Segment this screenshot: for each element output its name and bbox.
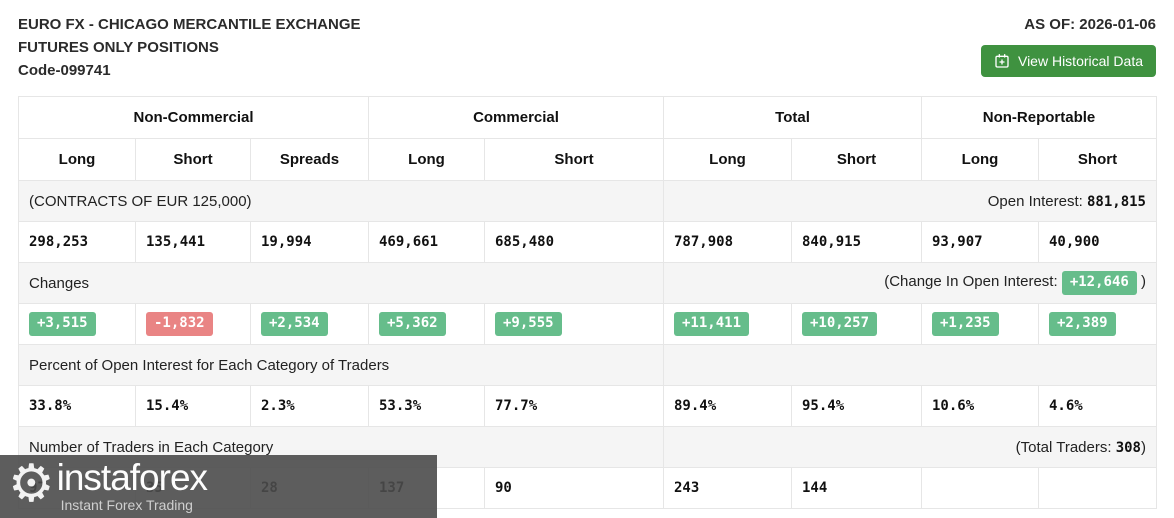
percent-cell: 33.8% [18,385,136,427]
total-traders-value: 308 [1115,439,1141,456]
traders-cell: 90 [484,467,664,509]
change-badge: +9,555 [495,312,562,336]
view-historical-data-label: View Historical Data [1017,53,1143,69]
change-badge: +5,362 [379,312,446,336]
change-oi-suffix: ) [1141,273,1146,291]
col-header: Short [135,138,251,181]
position-cell: 685,480 [484,221,664,263]
group-non-commercial: Non-Commercial [18,96,369,139]
position-cell: 840,915 [791,221,922,263]
as-of-date: AS OF: 2026-01-06 [1024,16,1156,33]
change-cell: +5,362 [368,303,485,345]
col-header: Spreads [250,138,369,181]
percent-header-spacer [663,344,1157,386]
col-header: Short [791,138,922,181]
change-cell: +2,534 [250,303,369,345]
change-cell: +2,389 [1038,303,1157,345]
report-subtitle: FUTURES ONLY POSITIONS [18,39,219,56]
traders-cell [1038,467,1157,509]
changes-label: Changes [18,262,664,304]
page-header: EURO FX - CHICAGO MERCANTILE EXCHANGE FU… [0,0,1174,82]
asof-block: AS OF: 2026-01-06 View Historical Data [980,13,1156,82]
percent-cell: 77.7% [484,385,664,427]
group-commercial: Commercial [368,96,664,139]
instaforex-gear-icon: ⚙ [8,453,55,514]
change-cell: +3,515 [18,303,136,345]
change-badge: +2,534 [261,312,328,336]
change-badge: +3,515 [29,312,96,336]
change-badge: +10,257 [802,312,878,336]
report-title-block: EURO FX - CHICAGO MERCANTILE EXCHANGE FU… [18,13,361,82]
instaforex-watermark: ⚙ instaforex Instant Forex Trading [0,455,437,518]
cot-table: Non-Commercial Commercial Total Non-Repo… [18,96,1157,509]
change-badge: +1,235 [932,312,999,336]
open-interest-label: Open Interest: [987,192,1083,210]
position-cell: 298,253 [18,221,136,263]
group-non-reportable: Non-Reportable [921,96,1157,139]
traders-header-row: Number of Traders in Each Category (Tota… [18,426,1157,468]
changes-header-row: Changes (Change In Open Interest: +12,64… [18,262,1157,304]
percent-cell: 10.6% [921,385,1039,427]
instaforex-brand-name: instaforex [56,456,208,498]
change-oi-label: (Change In Open Interest: [884,273,1058,291]
view-historical-data-button[interactable]: View Historical Data [980,45,1156,77]
total-traders-label: (Total Traders: [1015,438,1112,456]
column-header-row: Long Short Spreads Long Short Long Short… [18,138,1157,181]
col-header: Short [484,138,664,181]
col-header: Short [1038,138,1157,181]
change-oi-badge: +12,646 [1061,271,1137,295]
col-header: Long [368,138,485,181]
group-total: Total [663,96,922,139]
change-open-interest-cell: (Change In Open Interest: +12,646 ) [663,262,1157,304]
percent-cell: 2.3% [250,385,369,427]
traders-cell: 144 [791,467,922,509]
changes-row: +3,515 -1,832 +2,534 +5,362 +9,555 +11,4… [18,303,1157,345]
change-cell: -1,832 [135,303,251,345]
open-interest-value: 881,815 [1086,193,1146,210]
instaforex-logo-text: instaforex Instant Forex Trading [56,456,208,513]
col-header: Long [921,138,1039,181]
position-cell: 40,900 [1038,221,1157,263]
percent-cell: 89.4% [663,385,792,427]
change-badge: -1,832 [146,312,213,336]
percent-cell: 53.3% [368,385,485,427]
position-cell: 469,661 [368,221,485,263]
change-cell: +1,235 [921,303,1039,345]
percent-header-row: Percent of Open Interest for Each Catego… [18,344,1157,386]
change-badge: +2,389 [1049,312,1116,336]
positions-row: 298,253 135,441 19,994 469,661 685,480 7… [18,221,1157,263]
traders-cell [921,467,1039,509]
calendar-plus-icon [994,53,1010,69]
percent-cell: 95.4% [791,385,922,427]
col-header: Long [18,138,136,181]
change-cell: +9,555 [484,303,664,345]
percent-cell: 15.4% [135,385,251,427]
change-cell: +10,257 [791,303,922,345]
report-title: EURO FX - CHICAGO MERCANTILE EXCHANGE [18,16,361,33]
instaforex-tagline: Instant Forex Trading [60,496,193,513]
position-cell: 19,994 [250,221,369,263]
percent-row: 33.8% 15.4% 2.3% 53.3% 77.7% 89.4% 95.4%… [18,385,1157,427]
traders-cell: 243 [663,467,792,509]
total-traders-cell: (Total Traders: 308) [663,426,1157,468]
total-traders-suffix: ) [1141,438,1146,456]
report-code: Code-099741 [18,62,111,79]
position-cell: 135,441 [135,221,251,263]
position-cell: 787,908 [663,221,792,263]
open-interest-cell: Open Interest: 881,815 [663,180,1157,222]
contracts-row: (CONTRACTS OF EUR 125,000) Open Interest… [18,180,1157,222]
group-header-row: Non-Commercial Commercial Total Non-Repo… [18,96,1157,139]
percent-label: Percent of Open Interest for Each Catego… [18,344,664,386]
change-cell: +11,411 [663,303,792,345]
position-cell: 93,907 [921,221,1039,263]
percent-cell: 4.6% [1038,385,1157,427]
col-header: Long [663,138,792,181]
contracts-label: (CONTRACTS OF EUR 125,000) [18,180,664,222]
change-badge: +11,411 [674,312,750,336]
